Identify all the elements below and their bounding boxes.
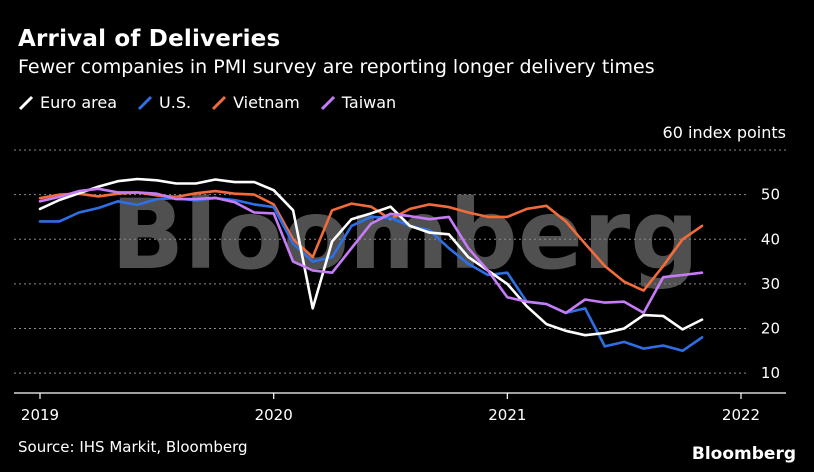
series-line-u-s xyxy=(38,196,704,353)
series-line-taiwan xyxy=(38,187,704,315)
x-tick-label-2021: 2021 xyxy=(488,406,526,424)
y-tick-label-50: 50 xyxy=(761,186,780,204)
legend-label-euro-area: Euro area xyxy=(40,93,118,112)
brand-logo: Bloomberg xyxy=(691,444,796,464)
y-tick-label-30: 30 xyxy=(761,275,780,293)
legend-label-vietnam: Vietnam xyxy=(233,93,300,112)
chart-title: Arrival of Deliveries xyxy=(18,26,281,52)
legend: Euro area U.S. Vietnam Taiwan xyxy=(18,93,396,112)
source-note: Source: IHS Markit, Bloomberg xyxy=(18,438,248,456)
chart-subtitle: Fewer companies in PMI survey are report… xyxy=(18,56,655,78)
x-tick-label-2019: 2019 xyxy=(21,406,59,424)
legend-item-taiwan: Taiwan xyxy=(320,93,396,112)
y-tick-label-20: 20 xyxy=(761,320,780,338)
x-tick-label-2020: 2020 xyxy=(255,406,293,424)
y-tick-label-40: 40 xyxy=(761,230,780,248)
watermark: Bloomberg xyxy=(111,179,699,291)
y-units-label: 60 index points xyxy=(662,123,786,142)
y-tick-label-10: 10 xyxy=(761,364,780,382)
legend-swatch-euro-area xyxy=(18,95,34,110)
legend-item-us: U.S. xyxy=(137,93,191,112)
x-tick-label-2022: 2022 xyxy=(722,406,760,424)
legend-label-taiwan: Taiwan xyxy=(341,93,397,112)
legend-swatch-taiwan xyxy=(320,95,335,110)
legend-label-us: U.S. xyxy=(159,93,192,112)
legend-item-vietnam: Vietnam xyxy=(211,93,300,112)
legend-swatch-us xyxy=(137,95,153,110)
legend-item-euro-area: Euro area xyxy=(18,93,117,112)
series-line-euro-area xyxy=(38,177,704,337)
legend-swatch-vietnam xyxy=(212,95,227,110)
